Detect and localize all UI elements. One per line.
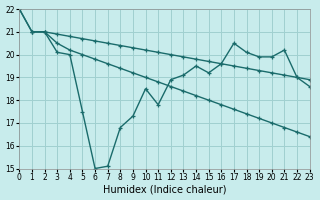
X-axis label: Humidex (Indice chaleur): Humidex (Indice chaleur)	[103, 184, 226, 194]
